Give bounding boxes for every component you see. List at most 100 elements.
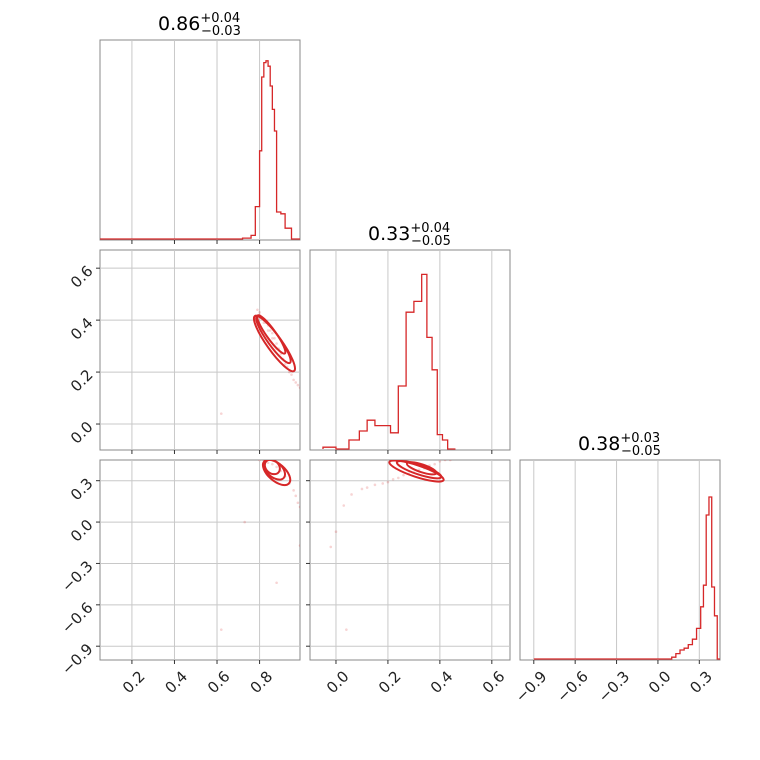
y-tick-label: 0.0 — [67, 418, 97, 448]
x-tick-label: 0.2 — [375, 667, 405, 697]
sample-point — [296, 383, 300, 387]
sample-point — [256, 308, 259, 312]
y-tick-label: 0.2 — [67, 366, 97, 396]
scatter-panel-p2_p0-frame — [99, 459, 301, 661]
sample-point — [402, 473, 405, 477]
y-tick-label: −0.6 — [58, 599, 96, 637]
histogram-1 — [322, 273, 456, 450]
sample-point — [243, 520, 246, 524]
sample-point — [298, 505, 300, 509]
sample-point — [350, 493, 353, 496]
scatter-clip-p2_p0 — [219, 460, 300, 631]
sample-point — [219, 628, 223, 631]
panel-title-2: 0.38+0.03 −0.05 — [578, 431, 661, 459]
x-tick-label: 0.6 — [479, 667, 509, 697]
hist-clip-0 — [100, 60, 300, 240]
sample-point — [360, 487, 364, 491]
x-tick-label: 0.6 — [204, 667, 234, 697]
histogram-0 — [100, 60, 300, 240]
hist-panel-1 — [309, 249, 511, 454]
panel-title-1: 0.33+0.04 −0.05 — [368, 221, 451, 249]
sample-point — [448, 460, 452, 462]
sample-point — [438, 460, 442, 463]
x-tick-label: 0.4 — [427, 667, 457, 697]
sample-point — [258, 311, 261, 314]
sample-point — [296, 501, 300, 505]
panel-title-0: 0.86+0.04 −0.03 — [158, 11, 241, 39]
sample-point — [345, 628, 348, 631]
y-tick-label: 0.0 — [67, 516, 97, 546]
title-median: 0.86 — [158, 13, 200, 35]
y-tick-label: 0.6 — [67, 262, 97, 292]
x-tick-label: −0.9 — [512, 667, 550, 705]
scatter-clip-p2_p1 — [329, 460, 452, 631]
hist-panel-0 — [99, 39, 301, 244]
title-median: 0.33 — [368, 223, 410, 245]
y-tick-label: 0.4 — [67, 314, 97, 344]
x-tick-label: 0.0 — [323, 667, 353, 697]
title-lower-error: −0.05 — [621, 444, 661, 459]
x-tick-label: 0.8 — [247, 667, 277, 697]
hist-panel-2-frame — [519, 459, 721, 661]
sample-point — [292, 378, 295, 382]
scatter-panel-p2_p0 — [96, 459, 301, 664]
sample-point — [329, 545, 333, 549]
contour-level — [252, 314, 297, 373]
sample-point — [294, 381, 298, 384]
sample-point — [334, 530, 338, 534]
title-lower-error: −0.03 — [201, 24, 241, 39]
title-upper-error: +0.03 — [620, 431, 660, 446]
title-median: 0.38 — [578, 433, 620, 455]
sample-point — [365, 486, 369, 489]
sample-point — [271, 331, 274, 335]
sample-point — [271, 462, 274, 466]
x-tick-label: 0.2 — [119, 667, 149, 697]
sample-point — [290, 373, 293, 376]
sample-point — [391, 478, 395, 481]
x-tick-label: 0.3 — [686, 667, 716, 697]
x-tick-label: 0.0 — [645, 667, 675, 697]
scatter-panel-p1_p0-frame — [99, 249, 301, 451]
scatter-panel-p1_p0 — [96, 249, 301, 454]
contour-level — [388, 460, 445, 483]
sample-point — [275, 342, 278, 345]
sample-point — [258, 460, 261, 462]
sample-point — [262, 321, 266, 325]
sample-point — [273, 337, 276, 340]
sample-point — [268, 329, 272, 332]
hist-panel-2 — [519, 459, 721, 664]
sample-point — [292, 489, 295, 492]
sample-point — [266, 329, 270, 332]
hist-clip-1 — [322, 273, 456, 450]
sample-point — [298, 544, 300, 547]
scatter-panel-p2_p1 — [306, 459, 511, 664]
title-upper-error: +0.04 — [410, 221, 450, 236]
y-tick-label: −0.9 — [58, 640, 96, 678]
hist-clip-2 — [533, 496, 720, 660]
contour-level — [261, 460, 292, 487]
y-tick-label: 0.3 — [67, 475, 97, 505]
histogram-2 — [533, 496, 720, 660]
x-tick-label: −0.6 — [553, 667, 591, 705]
sample-point — [397, 476, 400, 480]
sample-point — [271, 337, 274, 340]
sample-point — [266, 461, 270, 465]
sample-point — [275, 581, 278, 585]
x-tick-label: −0.3 — [595, 667, 633, 705]
sample-point — [298, 386, 300, 389]
hist-panel-0-frame — [99, 39, 301, 241]
title-upper-error: +0.04 — [200, 11, 240, 26]
scatter-clip-p1_p0 — [219, 308, 300, 415]
sample-point — [386, 480, 390, 484]
sample-point — [294, 494, 298, 498]
sample-point — [283, 362, 287, 366]
sample-point — [275, 465, 278, 469]
y-tick-label: −0.3 — [58, 557, 96, 595]
hist-panel-1-frame — [309, 249, 511, 451]
sample-point — [342, 504, 346, 507]
sample-point — [443, 460, 447, 462]
x-tick-label: 0.4 — [161, 667, 191, 697]
scatter-panel-p2_p1-frame — [309, 459, 511, 661]
sample-point — [373, 483, 377, 487]
